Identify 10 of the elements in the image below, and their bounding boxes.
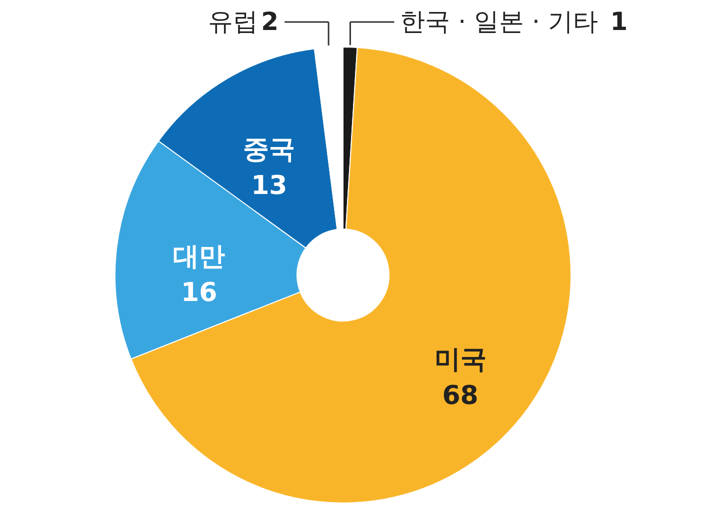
data-label: 2 [261,7,279,36]
slice-label: 대만 [173,242,226,272]
slice-label: 유럽 [208,7,258,36]
slice-label: 중국 [243,135,296,166]
slice-label: 미국 [434,345,486,376]
data-label: 13 [251,171,288,202]
data-label: 16 [181,278,218,308]
slice-label: 한국 · 일본 · 기타 [400,7,598,36]
data-label: 68 [442,381,478,412]
data-label: 1 [610,7,628,36]
